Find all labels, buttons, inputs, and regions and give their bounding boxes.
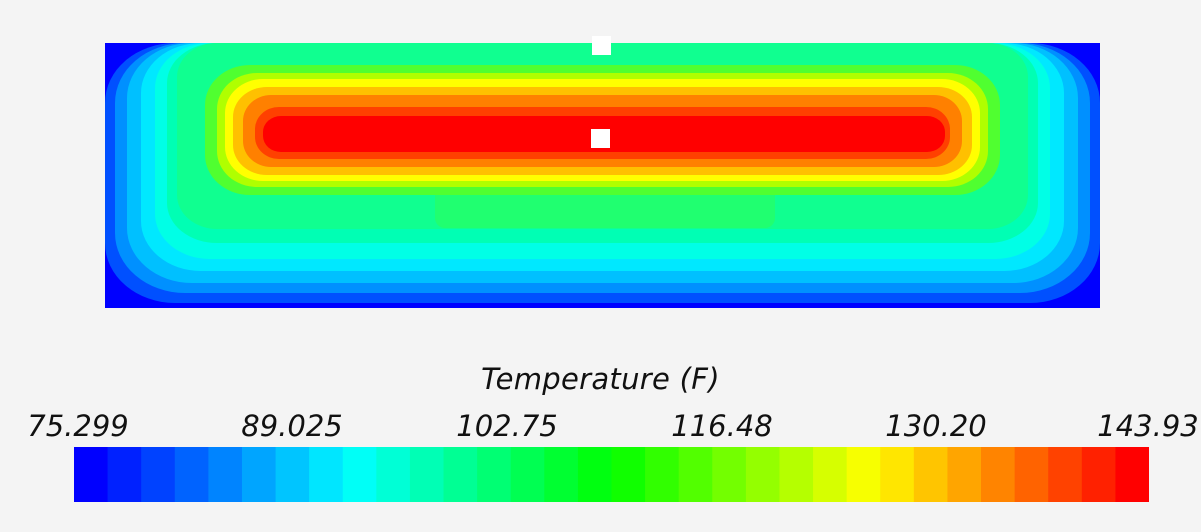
colorbar-band: [645, 447, 680, 502]
colorbar-title: Temperature (F): [481, 362, 720, 396]
colorbar-band: [477, 447, 512, 502]
colorbar-band: [779, 447, 814, 502]
colorbar-band: [409, 447, 445, 502]
colorbar-band: [947, 447, 982, 502]
colorbar-band: [74, 447, 109, 502]
colorbar-band: [846, 447, 881, 502]
colorbar-band: [1081, 447, 1116, 502]
colorbar-band: [107, 447, 142, 502]
colorbar-band: [376, 447, 411, 502]
colorbar-band: [1115, 447, 1149, 502]
colorbar-band: [141, 447, 176, 502]
probe-marker-top: [592, 36, 611, 55]
colorbar-band: [174, 447, 209, 502]
colorbar-tick-label: 143.93: [1097, 409, 1199, 443]
colorbar-band: [544, 447, 579, 502]
colorbar-band: [880, 447, 915, 502]
colorbar-band: [241, 447, 277, 502]
colorbar-band: [275, 447, 310, 502]
colorbar-band: [678, 447, 713, 502]
colorbar-band: [342, 447, 377, 502]
colorbar-band: [510, 447, 545, 502]
colorbar-tick-label: 75.299: [27, 409, 129, 443]
colorbar-tick-label: 102.75: [456, 409, 558, 443]
probe-marker-center: [591, 129, 610, 148]
colorbar-band: [712, 447, 747, 502]
colorbar-band: [443, 447, 478, 502]
colorbar-band: [1014, 447, 1049, 502]
temperature-field-plot: [105, 43, 1100, 308]
colorbar-band: [577, 447, 613, 502]
colorbar: [74, 447, 1149, 502]
colorbar-band: [745, 447, 781, 502]
colorbar-tick-label: 89.025: [241, 409, 343, 443]
colorbar-band: [981, 447, 1016, 502]
colorbar-tick-label: 130.20: [885, 409, 987, 443]
colorbar-band: [611, 447, 646, 502]
colorbar-tick-label: 116.48: [671, 409, 773, 443]
colorbar-band: [1048, 447, 1083, 502]
colorbar-band: [913, 447, 949, 502]
colorbar-band: [309, 447, 344, 502]
colorbar-band: [208, 447, 243, 502]
colorbar-band: [813, 447, 848, 502]
